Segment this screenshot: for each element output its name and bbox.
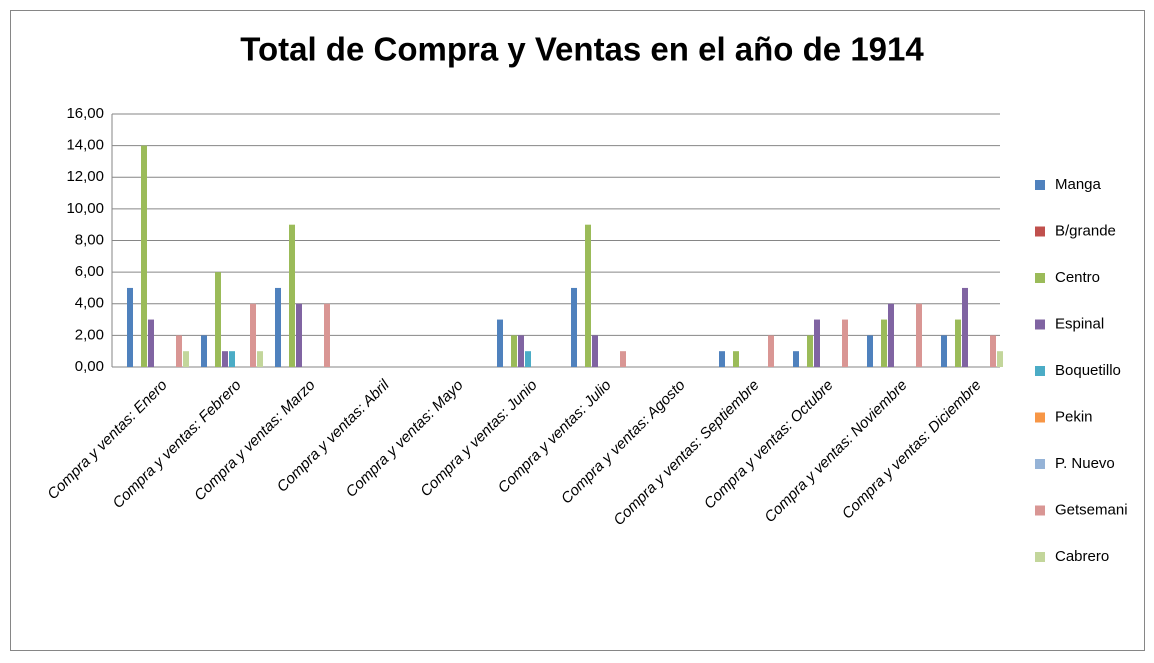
bar [997,351,1003,367]
bar [127,287,133,367]
bar [275,287,281,367]
bar [141,145,147,367]
bar [176,335,182,367]
bar [148,319,154,367]
chart-border [10,10,1145,651]
legend-swatch [1035,366,1045,376]
bar [511,335,517,367]
bar [215,272,221,367]
y-tick-label: 10,00 [66,200,104,217]
bar [257,351,263,367]
legend-swatch [1035,459,1045,469]
legend-swatch [1035,412,1045,423]
bar [842,319,848,367]
bar [571,287,577,367]
y-tick-label: 4,00 [75,295,104,312]
bar [733,351,739,367]
bar [592,335,598,367]
bar [990,335,996,367]
bar [620,351,626,367]
y-tick-label: 16,00 [66,105,104,122]
y-tick-label: 8,00 [75,231,104,248]
bar [881,319,887,367]
bar [916,303,922,367]
legend-swatch [1035,552,1045,562]
y-tick-label: 2,00 [75,326,104,343]
bar [296,303,302,367]
bar [324,303,330,367]
y-tick-label: 6,00 [75,263,104,280]
chart-title: Total de Compra y Ventas en el año de 19… [240,31,924,68]
bar [888,303,894,367]
legend-label: Centro [1055,269,1100,286]
bar [768,335,774,367]
bar [289,224,295,367]
y-tick-label: 14,00 [66,137,104,154]
bar [183,351,189,367]
legend-swatch [1035,226,1045,237]
bar [719,351,725,367]
legend-label: P. Nuevo [1055,455,1115,472]
bar [222,351,228,367]
legend-label: Pekin [1055,408,1093,425]
legend-swatch [1035,180,1045,190]
legend-label: Cabrero [1055,548,1109,565]
bar [229,351,235,367]
bar [793,351,799,367]
legend-label: Espinal [1055,315,1104,332]
bar [585,224,591,367]
legend-label: Manga [1055,176,1102,193]
legend-label: Boquetillo [1055,362,1121,379]
legend-label: B/grande [1055,222,1116,239]
legend-swatch [1035,505,1045,516]
bar [497,319,503,367]
legend-swatch [1035,319,1045,330]
bar [867,335,873,367]
bar [807,335,813,367]
bar [962,287,968,367]
legend-swatch [1035,273,1045,283]
y-tick-label: 0,00 [75,358,104,375]
bar [814,319,820,367]
bar [250,303,256,367]
y-tick-label: 12,00 [66,168,104,185]
bar [941,335,947,367]
bar [525,351,531,367]
bar [518,335,524,367]
legend-label: Getsemani [1055,501,1128,518]
bar [201,335,207,367]
bar [955,319,961,367]
